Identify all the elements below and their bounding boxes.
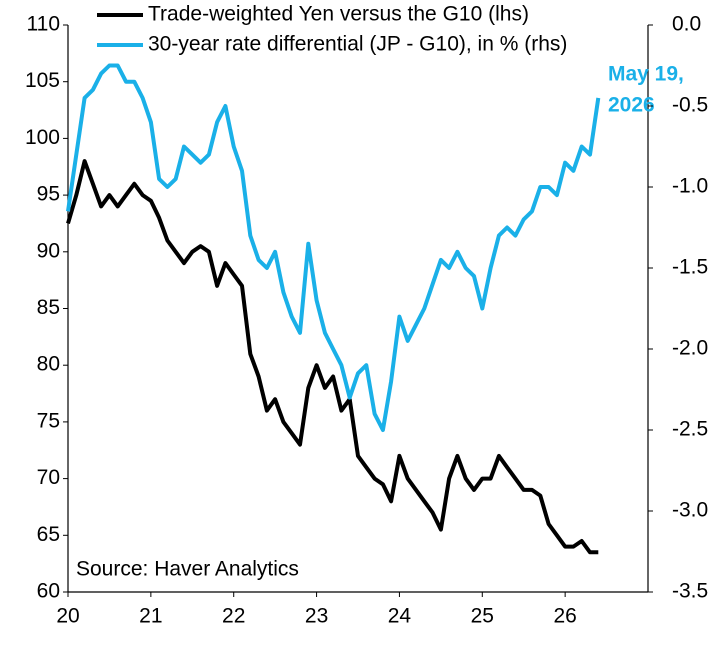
y2-tick-label: -0.5 xyxy=(672,94,708,117)
y2-tick-label: -2.5 xyxy=(672,418,708,441)
y-tick-label: 90 xyxy=(37,239,60,262)
y-tick-label: 80 xyxy=(37,353,60,376)
y-tick-label: 75 xyxy=(37,409,60,432)
x-tick-label: 23 xyxy=(305,605,328,628)
x-tick-label: 26 xyxy=(553,605,576,628)
annotation: May 19, xyxy=(608,63,684,86)
y2-tick-label: -3.5 xyxy=(672,580,708,603)
y-tick-label: 85 xyxy=(37,296,60,319)
x-tick-label: 25 xyxy=(471,605,494,628)
series-line xyxy=(66,63,601,432)
legend-label: 30-year rate differential (JP - G10), in… xyxy=(148,33,567,56)
x-tick-label: 21 xyxy=(139,605,162,628)
y2-tick-label: 0.0 xyxy=(672,13,701,36)
annotation: 2026 xyxy=(608,94,655,117)
legend-label: Trade-weighted Yen versus the G10 (lhs) xyxy=(148,3,529,26)
y-tick-label: 65 xyxy=(37,523,60,546)
y-tick-label: 60 xyxy=(37,580,60,603)
x-tick-label: 24 xyxy=(388,605,412,628)
y-tick-label: 105 xyxy=(25,69,60,92)
y-tick-label: 100 xyxy=(25,126,60,149)
source-note: Source: Haver Analytics xyxy=(76,558,299,581)
y-tick-label: 70 xyxy=(37,466,60,489)
y2-tick-label: -1.5 xyxy=(672,256,708,279)
x-tick-label: 22 xyxy=(222,605,245,628)
y2-tick-label: -2.0 xyxy=(672,337,708,360)
x-tick-label: 20 xyxy=(56,605,79,628)
y2-tick-label: -1.0 xyxy=(672,175,708,198)
series-line xyxy=(66,159,599,555)
y2-tick-label: -3.0 xyxy=(672,499,708,522)
y-tick-label: 110 xyxy=(27,13,60,36)
y-tick-label: 95 xyxy=(37,183,60,206)
